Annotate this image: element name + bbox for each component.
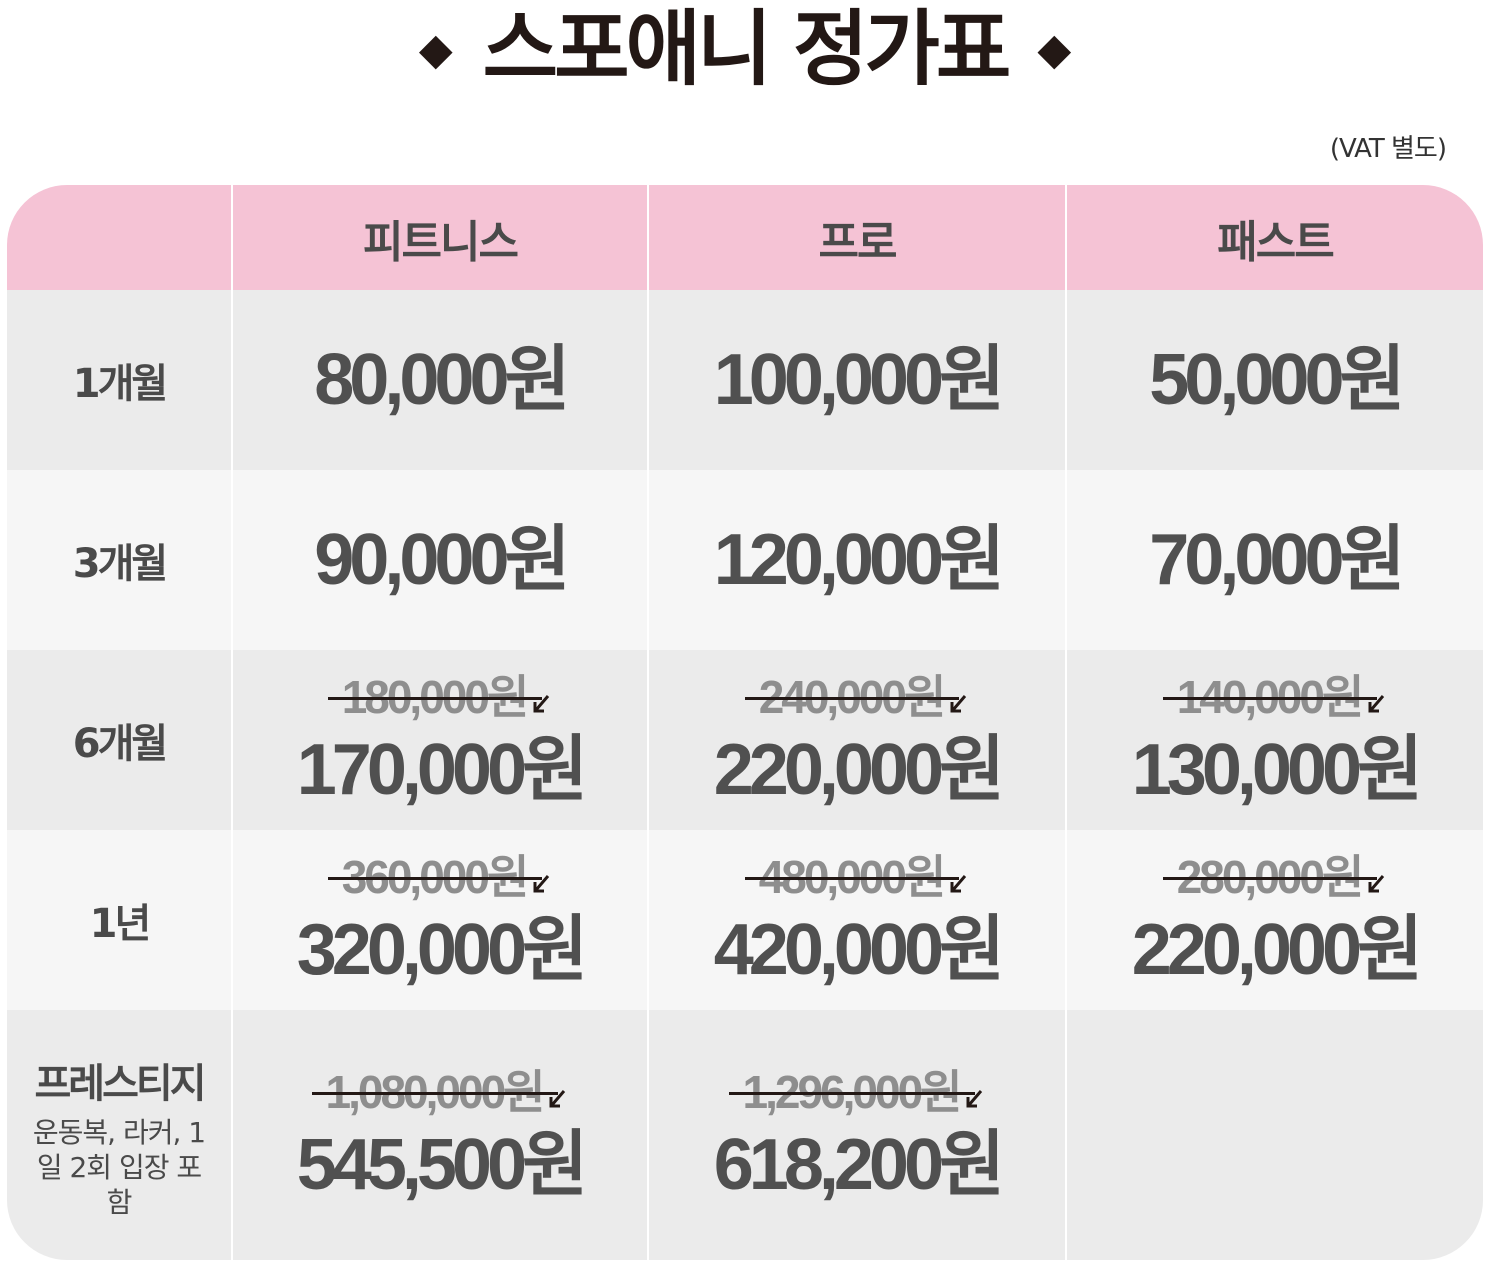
strikethrough-line (744, 697, 960, 700)
arrow-down-left-icon (533, 695, 550, 713)
price-cell: 100,000원 (649, 290, 1065, 470)
original-price: 360,000원 (327, 854, 553, 900)
price: 80,000원 (314, 340, 570, 420)
price: 100,000원 (713, 340, 1006, 420)
price: 120,000원 (713, 520, 1006, 600)
period-label: 1년 (89, 901, 152, 947)
period-note: 운동복, 라커, 1일 2회 입장 포함 (32, 1115, 206, 1219)
diamond-right-icon: ◆ (1037, 24, 1072, 75)
price-cell: 120,000원 (649, 470, 1065, 650)
price-cell: 1,296,000원 618,200원 (649, 1010, 1065, 1260)
original-price: 240,000원 (744, 674, 970, 720)
period-cell: 3개월 (7, 470, 231, 650)
arrow-down-left-icon (1368, 875, 1385, 893)
price: 420,000원 (713, 910, 1006, 990)
price: 130,000원 (1131, 730, 1424, 810)
arrow-down-left-icon (950, 695, 967, 713)
diamond-left-icon: ◆ (418, 24, 453, 75)
arrow-down-left-icon (1368, 695, 1385, 713)
strikethrough-line (311, 1092, 559, 1095)
price-cell: 180,000원 170,000원 (233, 650, 647, 830)
original-price: 140,000원 (1162, 674, 1388, 720)
original-price: 480,000원 (744, 854, 970, 900)
arrow-down-left-icon (549, 1090, 566, 1108)
price: 618,200원 (713, 1125, 1006, 1205)
price-table: 피트니스 프로 패스트 1개월 80,000원 100,000원 50,000원 3개월… (7, 185, 1483, 1260)
page-title: ◆ 스포애니 정가표 ◆ (0, 0, 1490, 100)
price-cell: 280,000원 220,000원 (1067, 830, 1483, 1010)
arrow-down-left-icon (533, 875, 550, 893)
original-price: 180,000원 (327, 674, 553, 720)
strikethrough-line (327, 877, 543, 880)
plan-name: 프로 (818, 216, 898, 268)
period-label: 6개월 (72, 721, 168, 767)
strikethrough-line (728, 1092, 976, 1095)
price-cell: 360,000원 320,000원 (233, 830, 647, 1010)
original-price: 280,000원 (1162, 854, 1388, 900)
price: 170,000원 (296, 730, 589, 810)
price: 220,000원 (713, 730, 1006, 810)
strikethrough-line (744, 877, 960, 880)
page-title-text: 스포애니 정가표 (482, 2, 1012, 97)
original-price: 1,080,000원 (311, 1069, 569, 1115)
price-cell: 480,000원 420,000원 (649, 830, 1065, 1010)
strikethrough-line (1162, 877, 1378, 880)
price: 70,000원 (1149, 520, 1405, 600)
period-cell: 6개월 (7, 650, 231, 830)
period-cell: 1년 (7, 830, 231, 1010)
strikethrough-line (1162, 697, 1378, 700)
period-label: 1개월 (72, 361, 168, 407)
price-cell: 140,000원 130,000원 (1067, 650, 1483, 830)
arrow-down-left-icon (950, 875, 967, 893)
price: 90,000원 (314, 520, 570, 600)
price: 50,000원 (1149, 340, 1405, 420)
header-plan-fitness: 피트니스 (233, 185, 647, 290)
header-plan-fast: 패스트 (1067, 185, 1483, 290)
arrow-down-left-icon (966, 1090, 983, 1108)
original-price: 1,296,000원 (728, 1069, 986, 1115)
price-cell: 90,000원 (233, 470, 647, 650)
header-plan-pro: 프로 (649, 185, 1065, 290)
period-label: 3개월 (72, 541, 168, 587)
strikethrough-line (327, 697, 543, 700)
plan-name: 피트니스 (363, 216, 519, 268)
header-corner-cell (7, 185, 231, 290)
price-cell: 50,000원 (1067, 290, 1483, 470)
price: 220,000원 (1131, 910, 1424, 990)
price-cell: 70,000원 (1067, 470, 1483, 650)
price-cell: 80,000원 (233, 290, 647, 470)
price: 545,500원 (296, 1125, 589, 1205)
plan-name: 패스트 (1217, 216, 1334, 268)
price: 320,000원 (296, 910, 589, 990)
vat-note: (VAT 별도) (1329, 134, 1447, 164)
price-cell: 1,080,000원 545,500원 (233, 1010, 647, 1260)
price-cell (1067, 1010, 1483, 1260)
period-label: 프레스티지 (34, 1060, 207, 1107)
price-cell: 240,000원 220,000원 (649, 650, 1065, 830)
period-cell: 1개월 (7, 290, 231, 470)
